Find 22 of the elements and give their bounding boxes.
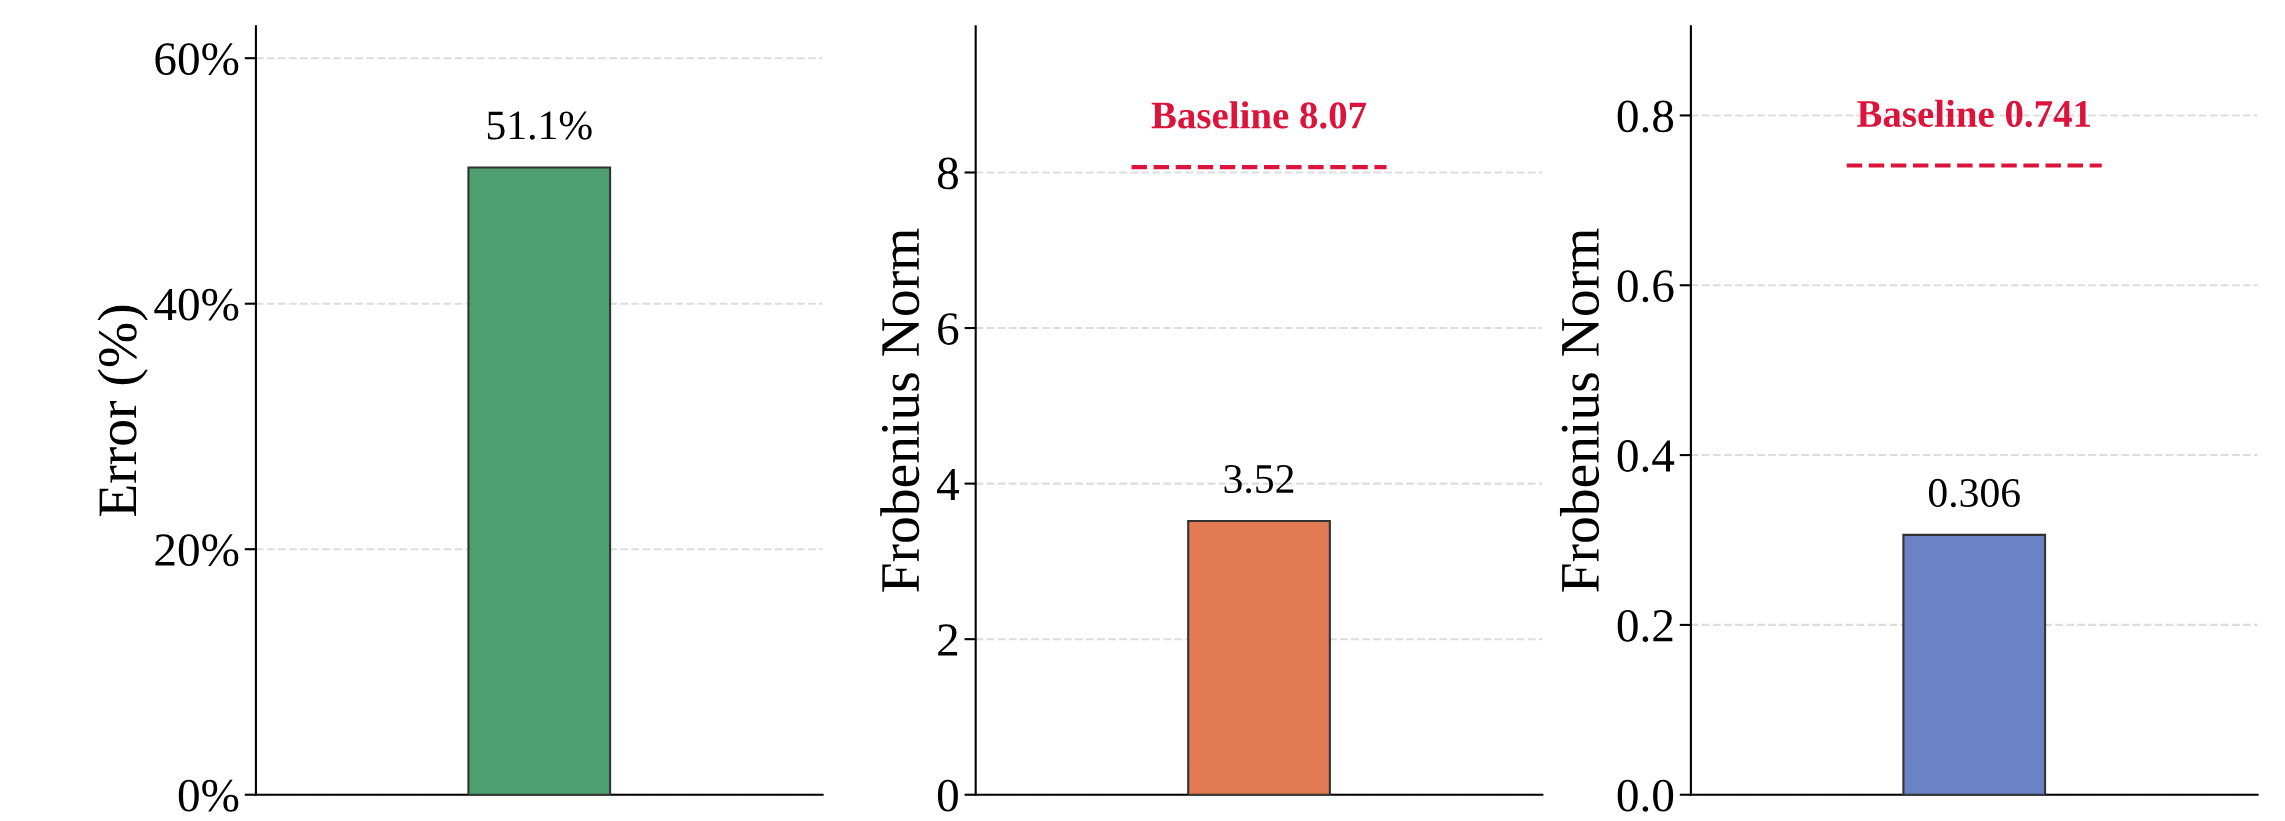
y-tick-label: 2 (938, 624, 958, 656)
y-tick-label: 20% (155, 534, 239, 567)
ref-line-label: Baseline 0.741 (1857, 99, 2090, 128)
data-label: 3.52 (1224, 465, 1294, 494)
y-tick-label: 0.2 (1617, 609, 1673, 642)
data-label: 51.1% (487, 111, 592, 140)
y-tick-label: 0.4 (1617, 440, 1675, 473)
y-tick-label: 0 (937, 779, 958, 812)
y-tick-label: 8 (937, 157, 958, 190)
ref-line-label: Baseline 8.07 (1151, 101, 1367, 129)
y-tick-label: 0.0 (1617, 779, 1674, 812)
y-tick-label: 0.6 (1617, 270, 1674, 303)
y-tick-label: 0% (178, 779, 239, 812)
y-axis-title: Error (%) (97, 305, 148, 517)
data-label: 0.306 (1928, 478, 2020, 508)
y-tick-label: 40% (154, 288, 239, 321)
y-tick-label: 60% (155, 43, 239, 76)
y-tick-label: 4 (937, 468, 959, 500)
y-tick-label: 0.8 (1617, 100, 1674, 133)
y-tick-label: 6 (938, 313, 959, 345)
y-axis-title: Frobenius Norm (880, 228, 920, 592)
y-axis-title: Frobenius Norm (1559, 228, 1600, 592)
